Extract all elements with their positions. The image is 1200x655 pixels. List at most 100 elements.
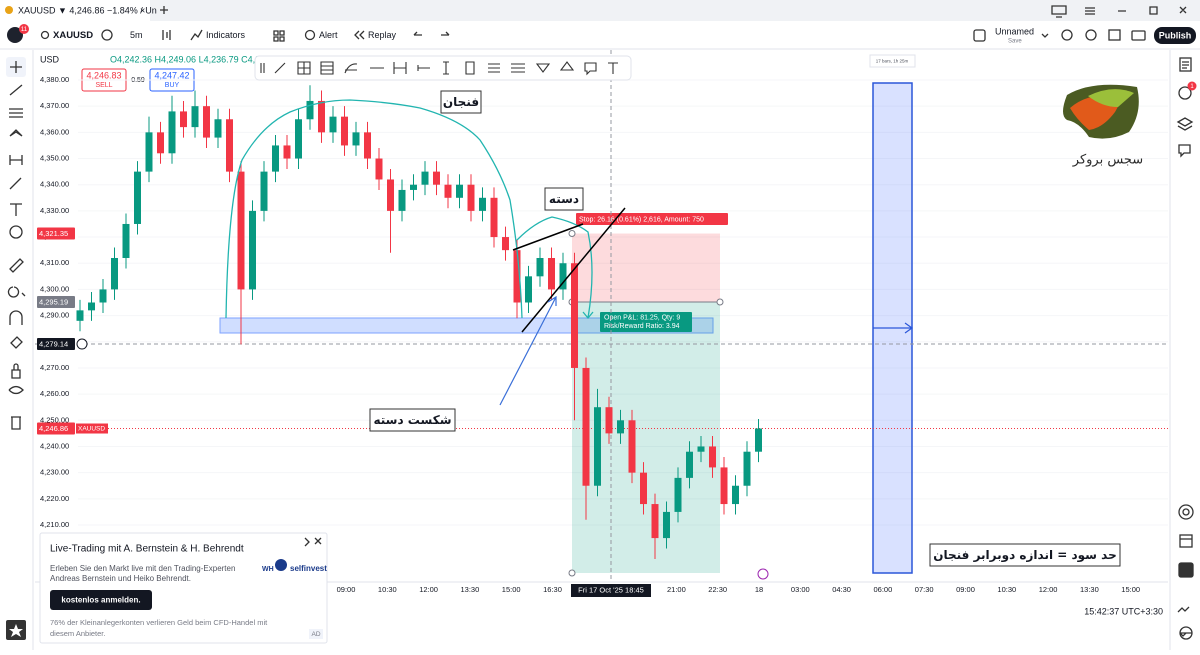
layout-name[interactable]: Unnamed bbox=[995, 26, 1034, 36]
candle-body bbox=[467, 184, 475, 211]
ad-disclaimer: diesem Anbieter. bbox=[50, 629, 105, 638]
event-icon bbox=[757, 568, 769, 580]
layout-checkbox[interactable] bbox=[973, 29, 986, 42]
breakout-arrow bbox=[499, 295, 557, 406]
candle-body bbox=[548, 258, 555, 290]
ohlc: O4,242.36 H4,249.06 L4,236.79 C4,23 bbox=[110, 54, 265, 64]
crosshair-plus bbox=[76, 338, 88, 350]
indicators[interactable]: Indicators bbox=[206, 30, 246, 40]
logo: سجس بروکر bbox=[1063, 84, 1143, 168]
stop-label: Stop: 26.16 (0.61%) 2,616, Amount: 750 bbox=[579, 216, 704, 223]
snapshot[interactable] bbox=[1131, 30, 1146, 41]
new-tab[interactable] bbox=[160, 6, 168, 14]
fullscreen[interactable] bbox=[1108, 29, 1121, 41]
candle-body bbox=[341, 116, 348, 146]
breakout-label-box bbox=[369, 408, 456, 432]
candle-body bbox=[226, 119, 233, 172]
quick-search[interactable] bbox=[1061, 29, 1073, 41]
tab-icon bbox=[5, 6, 13, 14]
candle-body bbox=[191, 106, 199, 128]
price-tick-label: 4,330.00 bbox=[40, 206, 69, 215]
tab[interactable] bbox=[0, 0, 150, 21]
publish-button[interactable] bbox=[1154, 27, 1196, 44]
left-toolbar bbox=[0, 50, 33, 650]
candle-body bbox=[134, 171, 141, 224]
candle-body bbox=[502, 237, 509, 251]
price-tick-label: 4,340.00 bbox=[40, 180, 69, 189]
time-tick-label: 10:30 bbox=[378, 585, 397, 594]
candle-body bbox=[272, 145, 279, 172]
candle-body bbox=[433, 171, 440, 185]
tab-bar bbox=[0, 0, 1200, 21]
publish[interactable]: Publish bbox=[1159, 30, 1192, 40]
candle-body bbox=[295, 119, 302, 159]
tab-title: XAUUSD ▼ 4,246.86 −1.84% / Un bbox=[18, 5, 157, 15]
candle-body bbox=[479, 197, 486, 211]
target-arrow bbox=[873, 322, 914, 334]
layout-icon[interactable] bbox=[273, 30, 285, 42]
avatar[interactable] bbox=[7, 27, 23, 43]
handle bbox=[716, 298, 724, 306]
candle-body bbox=[444, 184, 452, 198]
candle-body bbox=[111, 258, 118, 290]
candle-body bbox=[260, 171, 268, 211]
ad-close[interactable] bbox=[304, 537, 322, 547]
window-controls[interactable] bbox=[1085, 6, 1187, 15]
undo[interactable] bbox=[413, 31, 422, 36]
candle-body bbox=[605, 407, 613, 434]
drawing-tools[interactable] bbox=[6, 57, 26, 430]
cup-label: فنجان bbox=[443, 95, 479, 109]
sidebar-icons[interactable] bbox=[1176, 57, 1194, 640]
alert-icon[interactable] bbox=[304, 29, 316, 41]
crosshair-time-box bbox=[571, 584, 651, 597]
candle-body bbox=[743, 451, 751, 486]
ad-brand-logo bbox=[275, 559, 287, 571]
time-tick-label: 10:30 bbox=[997, 585, 1016, 594]
redo[interactable] bbox=[441, 31, 450, 36]
candle-body bbox=[732, 485, 739, 505]
candle-body bbox=[571, 263, 578, 368]
floating-tools[interactable] bbox=[260, 61, 618, 76]
time-tick-label: 21:00 bbox=[667, 585, 686, 594]
candle-body bbox=[387, 179, 394, 211]
indicators-icon[interactable] bbox=[190, 29, 203, 41]
breakout-label: شکست دسته bbox=[373, 413, 451, 427]
range-info: 17 bars, 1h 25m bbox=[876, 59, 909, 64]
last-price-tag bbox=[37, 422, 75, 435]
tab-close[interactable]: × bbox=[140, 5, 145, 15]
ad-button[interactable] bbox=[50, 590, 152, 610]
ad[interactable]: Live-Trading mit A. Bernstein & H. Behre… bbox=[39, 532, 328, 644]
time-tick-label: 15:00 bbox=[1121, 585, 1140, 594]
sell: SELL bbox=[95, 82, 112, 89]
entry-price-tag-text: 4,295.19 bbox=[39, 297, 68, 306]
compare-icon[interactable] bbox=[101, 29, 113, 41]
candle-body bbox=[249, 210, 256, 290]
rr-label: Risk/Reward Ratio: 3.94 bbox=[604, 323, 680, 330]
buy: BUY bbox=[165, 82, 180, 89]
candle-style-icon[interactable] bbox=[162, 30, 171, 40]
handle bbox=[568, 569, 576, 577]
time-tick-label: 09:00 bbox=[956, 585, 975, 594]
top-toolbar bbox=[0, 21, 1200, 49]
last-price-tag-text: 4,246.86 bbox=[39, 424, 68, 433]
price-tick-label: 4,300.00 bbox=[40, 284, 69, 293]
replay[interactable]: Replay bbox=[368, 30, 397, 40]
avatar-badge bbox=[19, 24, 29, 34]
interval[interactable]: 5m bbox=[130, 30, 143, 40]
replay-icon[interactable] bbox=[354, 30, 365, 40]
price-tick-label: 4,240.00 bbox=[40, 441, 69, 450]
ad-button-text[interactable]: kostenlos anmelden. bbox=[61, 596, 140, 605]
search-icon[interactable] bbox=[40, 30, 50, 40]
alert[interactable]: Alert bbox=[319, 30, 338, 40]
cup-outline bbox=[225, 99, 523, 319]
save[interactable]: Save bbox=[1008, 39, 1022, 45]
settings[interactable] bbox=[1085, 29, 1097, 41]
price-tick-label: 4,360.00 bbox=[40, 127, 69, 136]
price-tick-label: 4,310.00 bbox=[40, 258, 69, 267]
entry-price-tag bbox=[37, 296, 75, 309]
layout-dropdown[interactable] bbox=[1041, 33, 1049, 38]
price-tick-label: 4,230.00 bbox=[40, 468, 69, 477]
stop-price-tag bbox=[37, 227, 75, 240]
symbol[interactable]: XAUUSD bbox=[53, 30, 93, 41]
candle-body bbox=[168, 111, 176, 154]
